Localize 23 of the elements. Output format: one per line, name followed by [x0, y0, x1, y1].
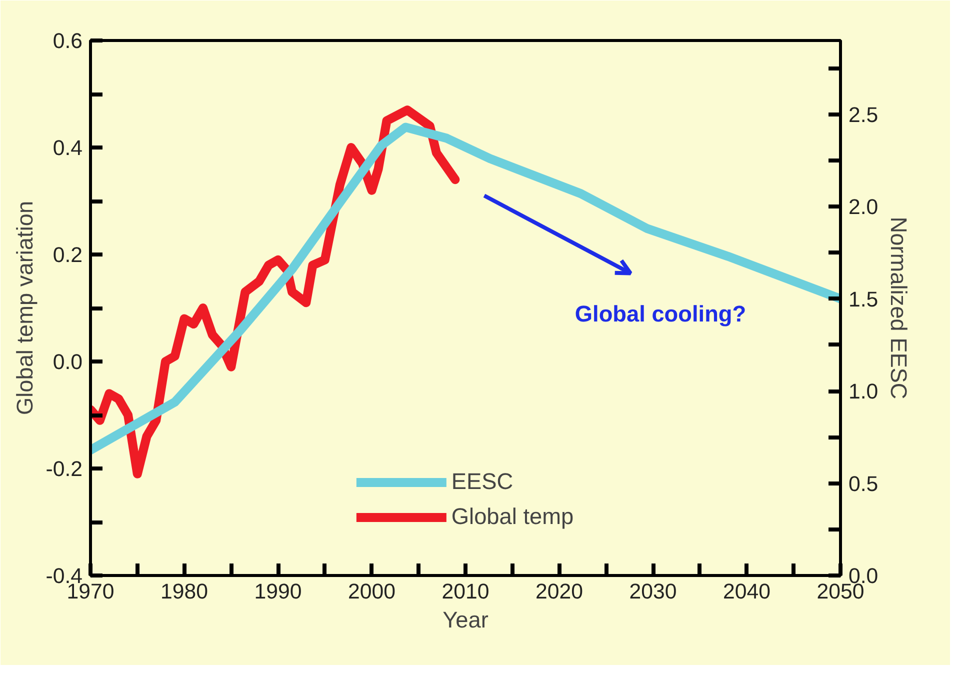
y-tick-label: 0.6	[52, 29, 83, 53]
x-tick-label: 2000	[348, 580, 396, 604]
x-tick-label: 2030	[629, 580, 677, 604]
y-tick-label: 0.4	[52, 136, 83, 160]
y2-tick-label: 2.0	[848, 195, 878, 220]
y-tick-label: 0.0	[52, 350, 83, 374]
y2-tick-label: 1.0	[848, 380, 878, 404]
x-tick-label: 1980	[160, 580, 208, 604]
annotation: Global cooling?	[574, 300, 746, 326]
y-axis-title: Global temp variation	[12, 200, 38, 416]
x-tick-label: 2020	[536, 580, 584, 604]
x-tick-label: 1990	[254, 580, 302, 604]
y2-tick-label: 1.5	[848, 287, 878, 312]
y-tick-label: -0.2	[46, 457, 83, 481]
y-tick-label: 0.2	[52, 243, 83, 267]
y2-tick-label: 0.5	[848, 472, 878, 496]
y2-axis-title: Normalized EESC	[886, 216, 912, 400]
x-tick-label: 2010	[442, 580, 490, 604]
legend-label: EESC	[451, 468, 514, 495]
x-axis-title: Year	[442, 606, 489, 632]
x-tick-label: 2040	[723, 580, 771, 604]
y2-tick-label: 2.5	[848, 102, 878, 127]
legend-label: Global temp	[451, 503, 574, 530]
